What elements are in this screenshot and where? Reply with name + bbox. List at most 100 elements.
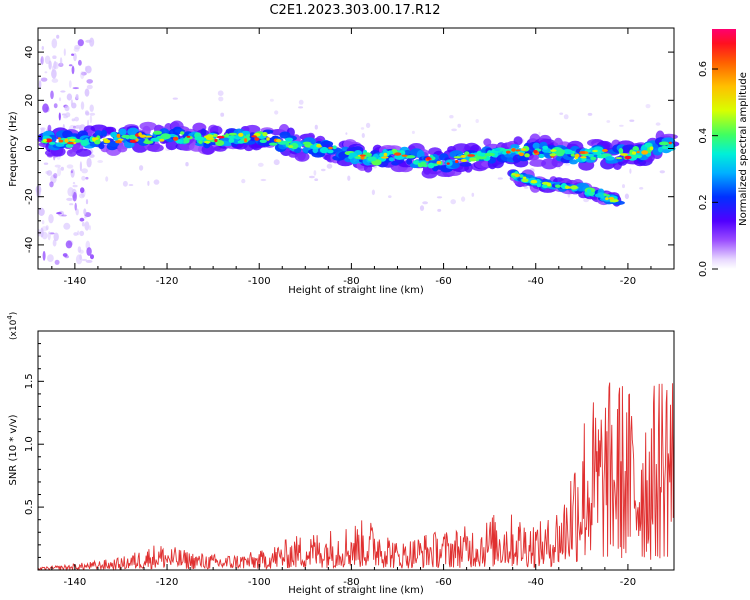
heatmap-noise-spot [269,98,274,102]
heatmap-cell [302,141,312,145]
heatmap-noise-spot [260,178,267,182]
heatmap-noise-spot [51,78,59,83]
heatmap-noise-spot [72,184,78,188]
heatmap-cell [588,153,594,158]
heatmap-noise-spot [75,254,83,265]
heatmap-cell [228,138,235,143]
heatmap-noise-spot [71,65,75,75]
heatmap-cell [121,134,131,139]
heatmap-noise-spot [321,168,326,172]
heatmap-noise-spot [74,44,81,50]
heatmap-cell [319,146,329,154]
colorbar-tick-label: 0.6 [698,61,709,77]
heatmap-cell [511,148,516,152]
heatmap-noise-spot [361,133,365,138]
heatmap-cell [128,134,138,140]
heatmap-noise-spot [75,208,79,216]
heatmap-cell [48,141,56,145]
x-tick-label: -80 [343,276,359,287]
heatmap-cell [521,178,529,183]
heatmap-cell [555,184,561,188]
heatmap-cell [519,152,524,157]
heatmap-noise-spot [437,208,442,212]
heatmap-cell [94,130,103,137]
heatmap-noise-spot [68,64,73,67]
x-tick-label: -20 [620,577,636,588]
snr-frame [37,330,675,571]
heatmap-noise-spot [87,119,90,127]
heatmap-noise-spot [128,184,134,186]
heatmap-noise-spot [90,254,94,260]
heatmap-cell [600,194,605,199]
heatmap-cell [535,179,541,185]
heatmap-cell [75,148,92,157]
heatmap-noise-spot [64,105,70,112]
heatmap-cell [605,156,615,161]
heatmap-noise-spot [523,186,529,189]
heatmap-noise-spot [86,157,92,168]
heatmap-noise-spot [56,34,60,39]
heatmap-cell [588,191,595,196]
heatmap-cell [110,131,118,138]
spectrogram-ylabel: Frequency (Hz) [8,111,19,187]
heatmap-cell [580,156,587,159]
heatmap-noise-spot [86,79,93,84]
y-tick-label: 1.5 [24,373,35,389]
heatmap-cell [608,197,615,200]
heatmap-noise-spot [85,176,89,180]
heatmap-cell [101,129,107,137]
heatmap-noise-spot [58,97,62,102]
heatmap-noise-spot [41,220,45,225]
heatmap-cell [533,150,538,154]
heatmap-noise-spot [619,124,624,127]
heatmap-cell [175,139,184,144]
heatmap-cell [420,161,427,167]
heatmap-noise-spot [80,187,85,194]
heatmap-cell [147,143,164,153]
heatmap-cell [494,148,501,152]
snr-x-ticks: -140 -120 -100 -80 -60 -40 -20 [51,564,675,588]
heatmap-noise-spot [471,192,475,197]
heatmap-noise-spot [41,46,44,50]
heatmap-cell [204,135,210,139]
heatmap-cell [67,141,74,145]
heatmap-cell [381,156,389,159]
x-tick-label: -20 [620,276,636,287]
heatmap-cell [511,172,516,176]
heatmap-noise-spot [218,96,224,102]
heatmap-noise-spot [274,110,279,115]
heatmap-noise-spot [583,198,589,203]
heatmap-noise-spot [419,205,425,211]
heatmap-noise-spot [58,112,61,121]
snr-xlabel: Height of straight line (km) [288,585,424,596]
x-tick-label: -80 [343,577,359,588]
heatmap-noise-spot [451,128,457,132]
heatmap-noise-spot [63,222,71,230]
heatmap-noise-spot [40,56,44,65]
y-tick-label: 0 [24,145,35,151]
heatmap-cell [165,139,178,151]
heatmap-cell [64,138,69,143]
snr-series [37,382,675,572]
heatmap-noise-spot [371,189,375,196]
heatmap-cell [43,138,47,142]
heatmap-noise-spot [50,90,54,100]
heatmap-noise-spot [80,101,85,110]
heatmap-noise-spot [44,71,48,74]
heatmap-cell [542,145,549,150]
heatmap-noise-spot [77,39,84,47]
heatmap-noise-spot [85,65,92,74]
heatmap-cell [513,136,523,146]
heatmap-cell [238,132,244,137]
svg-text:(x104): (x104) [6,312,19,340]
heatmap-cell [455,159,459,164]
heatmap-cell [254,137,260,141]
heatmap-cell [237,140,245,144]
y-tick-label: -40 [24,237,35,253]
heatmap-cell [214,138,218,143]
heatmap-noise-spot [629,168,632,174]
heatmap-cell [546,182,552,187]
heatmap-cell [520,148,526,151]
heatmap-cell [160,133,171,140]
heatmap-noise-spot [60,166,64,171]
